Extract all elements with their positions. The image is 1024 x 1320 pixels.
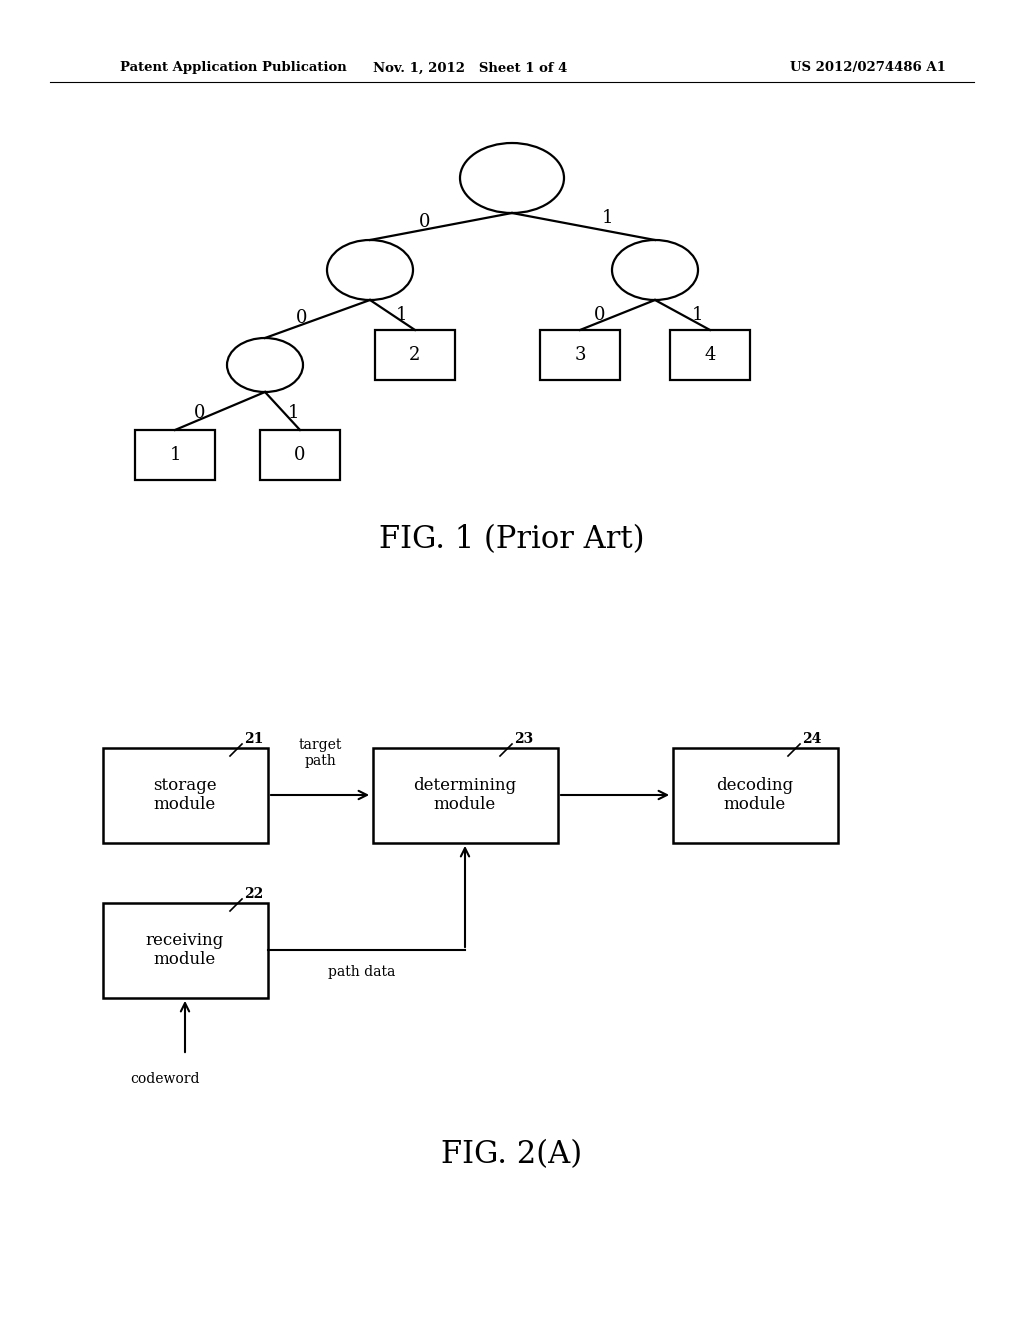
Text: 1: 1 bbox=[169, 446, 181, 465]
Bar bbox=[673, 747, 838, 842]
Text: 22: 22 bbox=[244, 887, 263, 902]
Text: decoding
module: decoding module bbox=[717, 776, 794, 813]
Text: 1: 1 bbox=[288, 404, 300, 422]
Text: 1: 1 bbox=[602, 209, 613, 227]
Text: FIG. 2(A): FIG. 2(A) bbox=[441, 1139, 583, 1171]
Text: determining
module: determining module bbox=[414, 776, 516, 813]
Text: 3: 3 bbox=[574, 346, 586, 364]
Text: 0: 0 bbox=[419, 213, 431, 231]
Text: 0: 0 bbox=[294, 446, 306, 465]
Text: receiving
module: receiving module bbox=[145, 932, 224, 969]
Text: Patent Application Publication: Patent Application Publication bbox=[120, 62, 347, 74]
Bar bbox=[102, 747, 267, 842]
Text: storage
module: storage module bbox=[154, 776, 217, 813]
Bar bbox=[135, 430, 215, 480]
Text: 0: 0 bbox=[296, 309, 308, 327]
Bar bbox=[670, 330, 750, 380]
Text: 1: 1 bbox=[692, 306, 703, 323]
Text: target
path: target path bbox=[298, 738, 342, 768]
Text: FIG. 1 (Prior Art): FIG. 1 (Prior Art) bbox=[379, 524, 645, 556]
Text: 4: 4 bbox=[705, 346, 716, 364]
Text: 0: 0 bbox=[594, 306, 606, 323]
Bar bbox=[375, 330, 455, 380]
Text: 1: 1 bbox=[396, 306, 408, 323]
Text: 23: 23 bbox=[514, 733, 534, 746]
Text: Nov. 1, 2012   Sheet 1 of 4: Nov. 1, 2012 Sheet 1 of 4 bbox=[373, 62, 567, 74]
Text: path data: path data bbox=[329, 965, 395, 979]
Text: 0: 0 bbox=[195, 404, 206, 422]
Bar bbox=[540, 330, 620, 380]
Text: 21: 21 bbox=[244, 733, 263, 746]
Bar bbox=[102, 903, 267, 998]
Text: codeword: codeword bbox=[130, 1072, 200, 1086]
Bar bbox=[260, 430, 340, 480]
Text: 2: 2 bbox=[410, 346, 421, 364]
Text: US 2012/0274486 A1: US 2012/0274486 A1 bbox=[790, 62, 946, 74]
Text: 24: 24 bbox=[802, 733, 821, 746]
Bar bbox=[373, 747, 557, 842]
